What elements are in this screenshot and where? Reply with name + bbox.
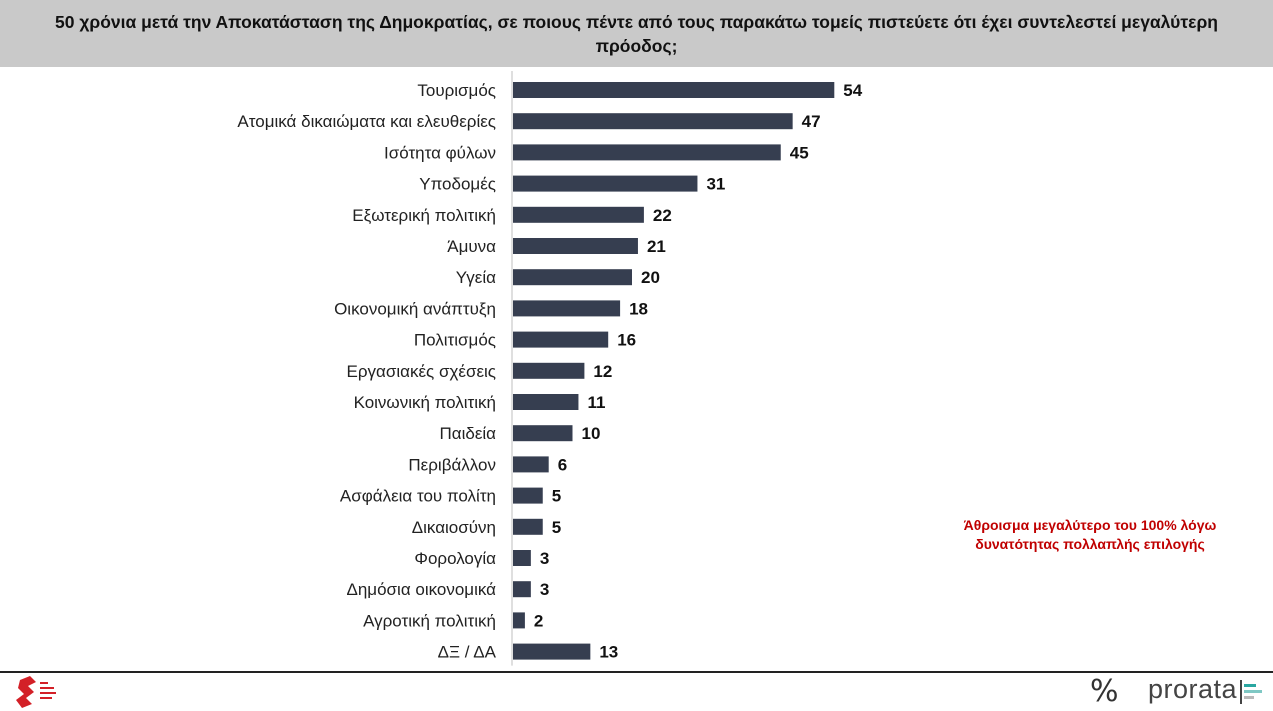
chart-header: 50 χρόνια μετά την Αποκατάσταση της Δημο…	[0, 0, 1273, 67]
value-label: 22	[653, 206, 672, 225]
multiple-choice-note: Άθροισμα μεγαλύτερο του 100% λόγω δυνατό…	[963, 517, 1217, 552]
category-label: Ασφάλεια του πολίτη	[340, 487, 496, 506]
category-label: Άμυνα	[447, 237, 496, 256]
bar	[513, 331, 609, 348]
category-label: Φορολογία	[414, 549, 496, 568]
bar	[513, 425, 573, 442]
category-label: Ατομικά δικαιώματα και ελευθερίες	[237, 112, 496, 131]
category-label: Δημόσια οικονομικά	[346, 580, 496, 599]
category-label: Αγροτική πολιτική	[363, 611, 496, 630]
value-label: 10	[582, 424, 601, 443]
category-label: Ισότητα φύλων	[384, 143, 496, 162]
category-label: Εξωτερική πολιτική	[352, 206, 496, 225]
category-label: Εργασιακές σχέσεις	[347, 362, 496, 381]
bar	[513, 394, 579, 410]
value-label: 54	[843, 81, 862, 100]
value-label: 18	[629, 299, 648, 318]
value-label: 47	[802, 112, 821, 131]
bar	[513, 269, 632, 286]
percent-icon: %	[1090, 674, 1119, 709]
bar	[513, 144, 781, 161]
footer-divider	[0, 671, 1273, 673]
bar	[513, 175, 698, 192]
bar	[513, 643, 591, 660]
bar	[513, 113, 793, 130]
bar-chart: Τουρισμός 54 Ατομικά δικαιώματα και ελευθε…	[237, 71, 863, 666]
value-label: 13	[599, 643, 618, 662]
value-label: 21	[647, 237, 666, 256]
category-label: Παιδεία	[439, 424, 496, 443]
bar	[513, 518, 543, 535]
bar	[513, 456, 549, 473]
bar	[513, 487, 543, 504]
value-label: 5	[552, 487, 561, 506]
value-label: 6	[558, 455, 567, 474]
bar	[513, 581, 531, 598]
parliament-logo-icon	[16, 676, 56, 708]
category-label: Τουρισμός	[417, 81, 496, 100]
value-label: 20	[641, 268, 660, 287]
bar	[513, 206, 644, 223]
category-label: Κοινωνική πολιτική	[354, 393, 496, 412]
category-label: Πολιτισμός	[414, 331, 496, 350]
value-label: 5	[552, 518, 561, 537]
bar	[513, 82, 835, 98]
bar	[513, 612, 525, 629]
category-label: Δικαιοσύνη	[412, 518, 496, 537]
category-label: Υποδομές	[419, 175, 496, 194]
value-label: 2	[534, 611, 543, 630]
value-label: 31	[706, 175, 725, 194]
value-label: 16	[617, 331, 636, 350]
value-label: 12	[593, 362, 612, 381]
bar	[513, 300, 621, 317]
category-label: Οικονομική ανάπτυξη	[334, 299, 496, 318]
category-label: ΔΞ / ΔΑ	[438, 643, 497, 662]
value-label: 3	[540, 580, 549, 599]
chart-title: 50 χρόνια μετά την Αποκατάσταση της Δημο…	[55, 12, 1218, 56]
value-label: 45	[790, 143, 809, 162]
category-label: Περιβάλλον	[408, 455, 496, 474]
bar	[513, 238, 638, 254]
value-label: 11	[587, 393, 605, 412]
value-label: 3	[540, 549, 549, 568]
prorata-logo: prorata	[1148, 674, 1238, 704]
bar	[513, 550, 531, 566]
bar	[513, 362, 585, 379]
brand-bars-icon	[1240, 680, 1262, 704]
category-label: Υγεία	[456, 268, 496, 287]
